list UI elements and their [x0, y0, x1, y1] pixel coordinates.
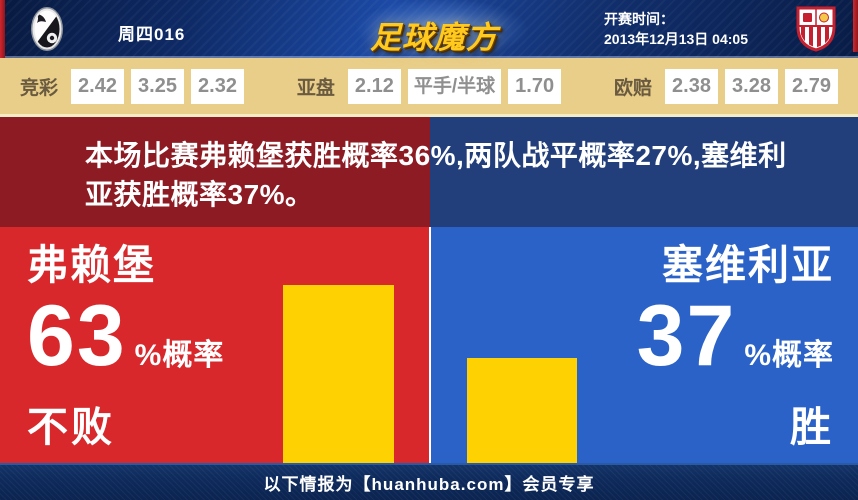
member-notice-text: 以下情报为【huanhuba.com】会员专享 — [263, 475, 595, 494]
header-bar: 周四016 足球魔方 开赛时间： 2013年12月13日 04:05 — [0, 0, 858, 72]
odds-bar: 竞彩 2.42 3.25 2.32 亚盘 2.12 平手/半球 1.70 欧赔 … — [0, 58, 858, 117]
kickoff-time: 2013年12月13日 04:05 — [604, 31, 748, 47]
away-outcome-label: 胜 — [790, 404, 834, 450]
right-red-edge — [853, 0, 858, 52]
footer-bar: 以下情报为【huanhuba.com】会员专享 — [0, 463, 858, 500]
kickoff-label: 开赛时间： — [604, 11, 674, 27]
home-team-name: 弗赖堡 — [27, 242, 156, 288]
yapan-home-odds: 2.12 — [347, 68, 401, 104]
away-value-row: 37 %概率 — [636, 288, 834, 393]
banner-away-background — [430, 117, 858, 227]
site-logo[interactable]: 足球魔方 — [370, 20, 498, 55]
probability-summary-line1: 本场比赛弗赖堡获胜概率36%,两队战平概率27%,塞维利 — [85, 140, 787, 171]
jingcai-label: 竞彩 — [20, 77, 59, 99]
home-probability-bar — [283, 285, 394, 463]
home-panel-copy: 弗赖堡 63 %概率 不败 — [27, 241, 224, 451]
oupei-draw-odds: 3.28 — [724, 68, 778, 104]
kickoff-time-block: 开赛时间： 2013年12月13日 04:05 — [604, 9, 748, 49]
probability-summary-text: 本场比赛弗赖堡获胜概率36%,两队战平概率27%,塞维利 亚获胜概率37%。 — [85, 136, 787, 214]
away-probability-bar — [467, 358, 577, 463]
panel-divider — [429, 227, 431, 463]
jingcai-away-odds: 2.32 — [191, 68, 245, 104]
home-outcome-label: 不败 — [27, 404, 115, 450]
jingcai-draw-odds: 3.25 — [131, 68, 185, 104]
left-red-edge — [0, 0, 5, 58]
oupei-label: 欧赔 — [613, 77, 652, 99]
away-team-name: 塞维利亚 — [662, 242, 834, 288]
oupei-away-odds: 2.79 — [784, 68, 838, 104]
odds-group-jingcai: 竞彩 2.42 3.25 2.32 — [20, 68, 245, 104]
home-probability-unit: %概率 — [134, 339, 225, 372]
match-code: 周四016 — [118, 25, 186, 44]
comparison-panels: 弗赖堡 63 %概率 不败 塞维利亚 37 %概率 胜 — [0, 227, 858, 463]
home-value-row: 63 %概率 — [27, 288, 225, 393]
away-probability-value: 37 — [636, 288, 737, 384]
odds-group-oupei: 欧赔 2.38 3.28 2.79 — [613, 68, 838, 104]
yapan-label: 亚盘 — [296, 77, 335, 99]
home-probability-value: 63 — [27, 288, 127, 384]
oupei-home-odds: 2.38 — [664, 68, 718, 104]
away-panel-copy: 塞维利亚 37 %概率 胜 — [637, 241, 834, 451]
odds-group-yapan: 亚盘 2.12 平手/半球 1.70 — [296, 68, 562, 104]
probability-summary-line2: 亚获胜概率37%。 — [85, 179, 314, 210]
freiburg-crest-icon — [30, 6, 64, 57]
away-probability-unit: %概率 — [744, 339, 834, 372]
jingcai-home-odds: 2.42 — [71, 68, 125, 104]
yapan-handicap: 平手/半球 — [407, 68, 502, 104]
sevilla-crest-icon — [796, 6, 836, 57]
banner-home-background — [0, 117, 430, 227]
yapan-away-odds: 1.70 — [508, 68, 562, 104]
probability-banner: 本场比赛弗赖堡获胜概率36%,两队战平概率27%,塞维利 亚获胜概率37%。 — [0, 117, 858, 227]
